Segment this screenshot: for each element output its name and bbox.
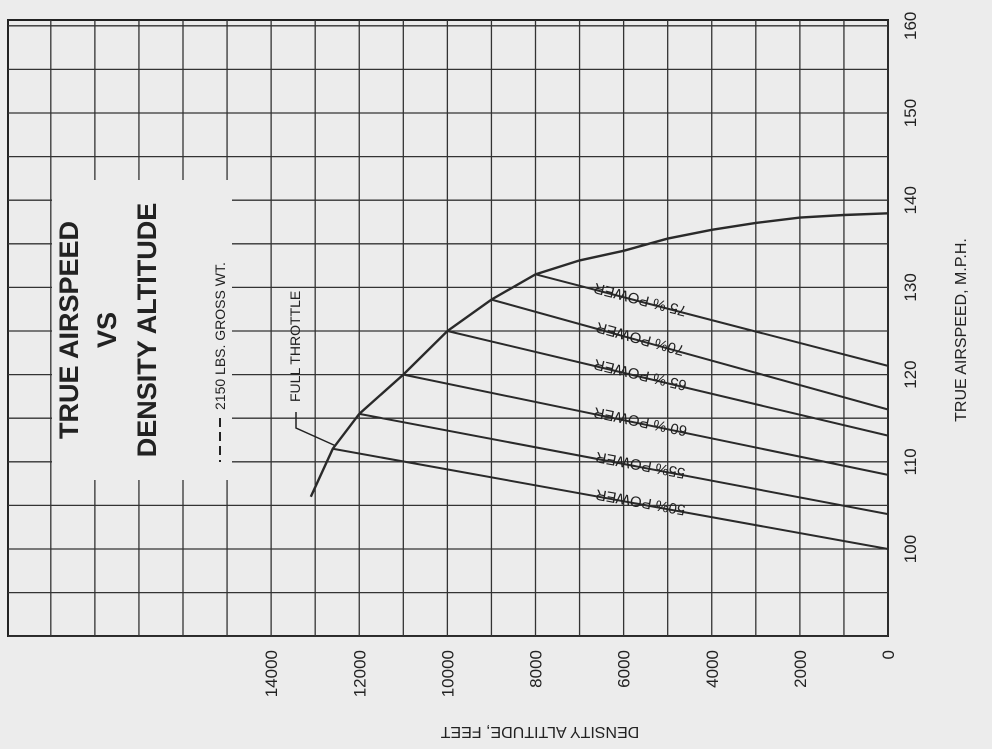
x-tick-label: 120	[901, 360, 920, 388]
x-tick-label: 100	[901, 535, 920, 563]
full-throttle-leader	[295, 412, 337, 447]
chart-title-line-3: DENSITY ALTITUDE	[132, 203, 162, 458]
y-axis-label: DENSITY ALTITUDE, FEET	[441, 723, 640, 740]
power-line-1	[332, 447, 889, 550]
power-line-5	[491, 298, 889, 411]
y-tick-label: 8000	[527, 650, 546, 688]
full-throttle-curve	[309, 212, 889, 498]
chart-title-line-2: VS	[92, 312, 122, 348]
power-line-3	[403, 373, 889, 476]
chart-title-line-1: TRUE AIRSPEED	[54, 221, 84, 439]
power-line-4	[447, 330, 889, 437]
x-axis-label: TRUE AIRSPEED, M.P.H.	[953, 238, 970, 422]
y-tick-label: 12000	[350, 650, 369, 697]
y-tick-label: 14000	[262, 650, 281, 697]
full-throttle-label: FULL THROTTLE	[287, 291, 303, 402]
x-tick-label: 160	[901, 12, 920, 40]
tick-labels: 100 110 120 130 140 150 160 0 2000 4000 6000 8000 10…	[262, 12, 920, 698]
x-tick-label: 150	[901, 99, 920, 127]
power-line-2	[359, 412, 889, 516]
y-tick-label: 0	[879, 650, 898, 659]
y-tick-label: 2000	[791, 650, 810, 688]
title-box	[52, 180, 232, 480]
x-tick-label: 140	[901, 186, 920, 214]
x-tick-label: 110	[901, 448, 920, 475]
power-line-6	[535, 273, 889, 367]
y-tick-label: 6000	[615, 650, 634, 688]
y-tick-label: 10000	[438, 650, 457, 697]
x-tick-label: 130	[901, 273, 920, 301]
y-tick-label: 4000	[703, 650, 722, 688]
chart-subtitle: 2150 LBS. GROSS WT.	[212, 262, 228, 410]
